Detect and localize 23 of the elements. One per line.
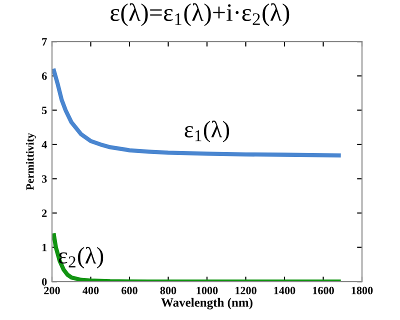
y-axis-title: Permittivity [26,133,36,190]
y-tick-label: 3 [42,175,47,183]
x-tick-label: 1000 [196,286,218,294]
line-series [52,233,341,282]
y-tick-label: 1 [42,244,47,252]
y-tick-label: 4 [42,141,47,148]
x-axis-title: Wavelength (nm) [161,298,252,310]
y-tick-label: 0 [42,278,47,286]
x-tick-label: 200 [44,286,60,294]
x-tick-label: 1400 [274,286,296,294]
x-tick-label: 1600 [313,286,334,294]
x-tick-label: 800 [160,286,176,294]
line-series [52,68,341,158]
y-tick-label: 2 [42,210,47,217]
series-label: ε$_{1}$(λ) [184,120,230,142]
x-tick-label: 1200 [236,286,256,294]
x-tick-label: 600 [122,286,138,294]
y-tick-label: 6 [42,72,47,80]
y-tick-label: 5 [42,106,47,114]
x-tick-label: 400 [82,286,99,294]
chart-title: ε(λ)=ε$_{1}$(λ)+i·ε$_{2}$(λ) [110,3,290,26]
y-tick-label: 7 [42,38,47,46]
x-tick-label: 1800 [352,286,373,294]
